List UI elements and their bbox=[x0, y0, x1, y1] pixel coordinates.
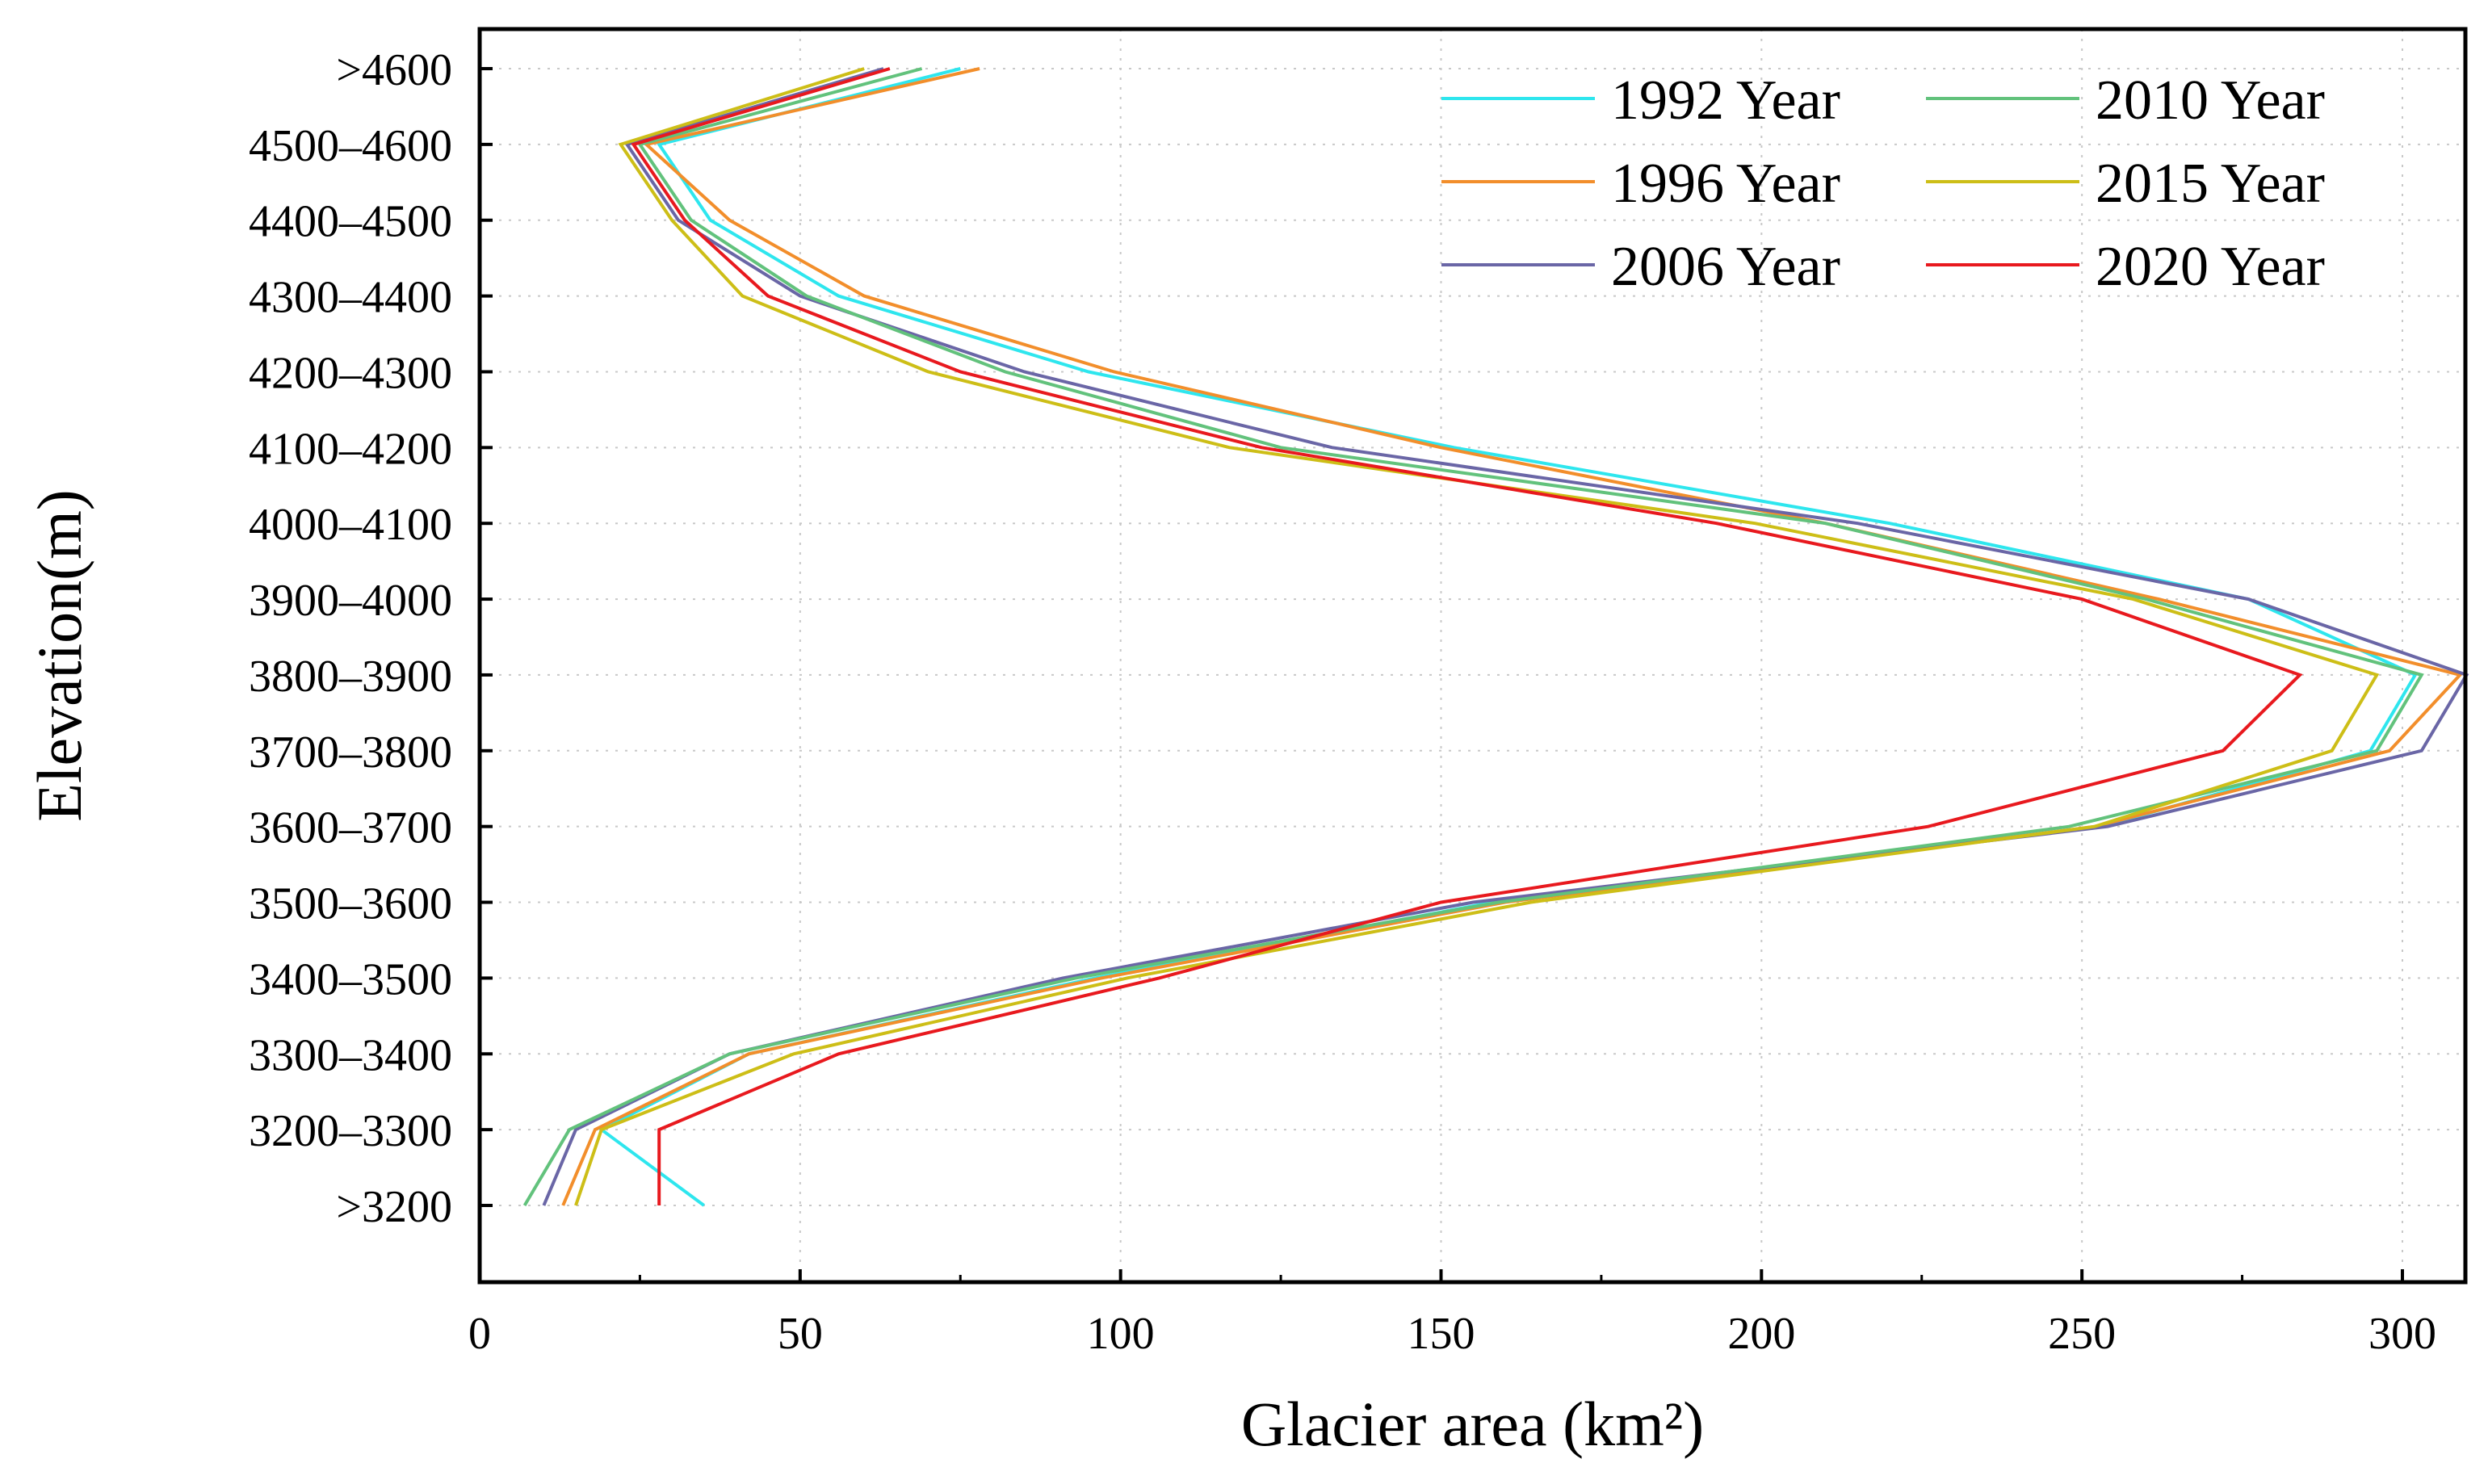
series-layer bbox=[522, 67, 2469, 1207]
x-tick-label: 50 bbox=[778, 1309, 823, 1359]
legend-label: 1992 Year bbox=[1611, 69, 1840, 132]
y-tick-label: >4600 bbox=[336, 45, 452, 95]
legend-label: 2015 Year bbox=[2096, 153, 2325, 215]
y-tick-label: >3200 bbox=[336, 1182, 452, 1232]
x-tick-label: 0 bbox=[468, 1309, 491, 1359]
y-tick-label: 3900–4000 bbox=[249, 576, 452, 626]
y-tick-label: 4300–4400 bbox=[249, 273, 452, 323]
legend-label: 2020 Year bbox=[2096, 236, 2325, 298]
plot-frame bbox=[477, 27, 2468, 1285]
ticks: 0 50 100 150 200 250 300 >3200 3200–3300 3300–340… bbox=[249, 45, 2436, 1359]
y-tick-label: 3300–3400 bbox=[249, 1030, 452, 1080]
legend-label: 2010 Year bbox=[2096, 69, 2325, 132]
y-tick-label: 4100–4200 bbox=[249, 424, 452, 474]
y-tick-label: 4000–4100 bbox=[249, 500, 452, 550]
y-tick-label: 4500–4600 bbox=[249, 121, 452, 171]
legend: 1992 Year 1996 Year 2006 Year 2010 Year 2015… bbox=[1441, 69, 2325, 298]
y-tick-label: 4400–4500 bbox=[249, 197, 452, 247]
x-tick-label: 200 bbox=[1727, 1309, 1795, 1359]
series-line bbox=[561, 67, 2464, 1206]
y-tick-label: 3500–3600 bbox=[249, 879, 452, 929]
series-line bbox=[631, 67, 2303, 1205]
x-axis-title: Glacier area (km²) bbox=[1241, 1389, 1704, 1459]
x-tick-label: 150 bbox=[1408, 1309, 1475, 1359]
series-line bbox=[522, 67, 2424, 1207]
y-tick-label: 3200–3300 bbox=[249, 1106, 452, 1156]
y-axis-title: Elevation(m) bbox=[24, 489, 94, 822]
y-tick-label: 3800–3900 bbox=[249, 652, 452, 702]
series-line bbox=[574, 67, 2380, 1206]
y-tick-label: 3700–3800 bbox=[249, 727, 452, 778]
y-tick-label: 3400–3500 bbox=[249, 954, 452, 1004]
x-tick-label: 100 bbox=[1087, 1309, 1155, 1359]
y-tick-label: 3600–3700 bbox=[249, 803, 452, 853]
x-tick-label: 250 bbox=[2048, 1309, 2116, 1359]
legend-label: 2006 Year bbox=[1611, 236, 1840, 298]
y-tick-label: 4200–4300 bbox=[249, 348, 452, 398]
legend-label: 1996 Year bbox=[1611, 153, 1840, 215]
x-tick-label: 300 bbox=[2368, 1309, 2436, 1359]
grid bbox=[480, 29, 2465, 1282]
